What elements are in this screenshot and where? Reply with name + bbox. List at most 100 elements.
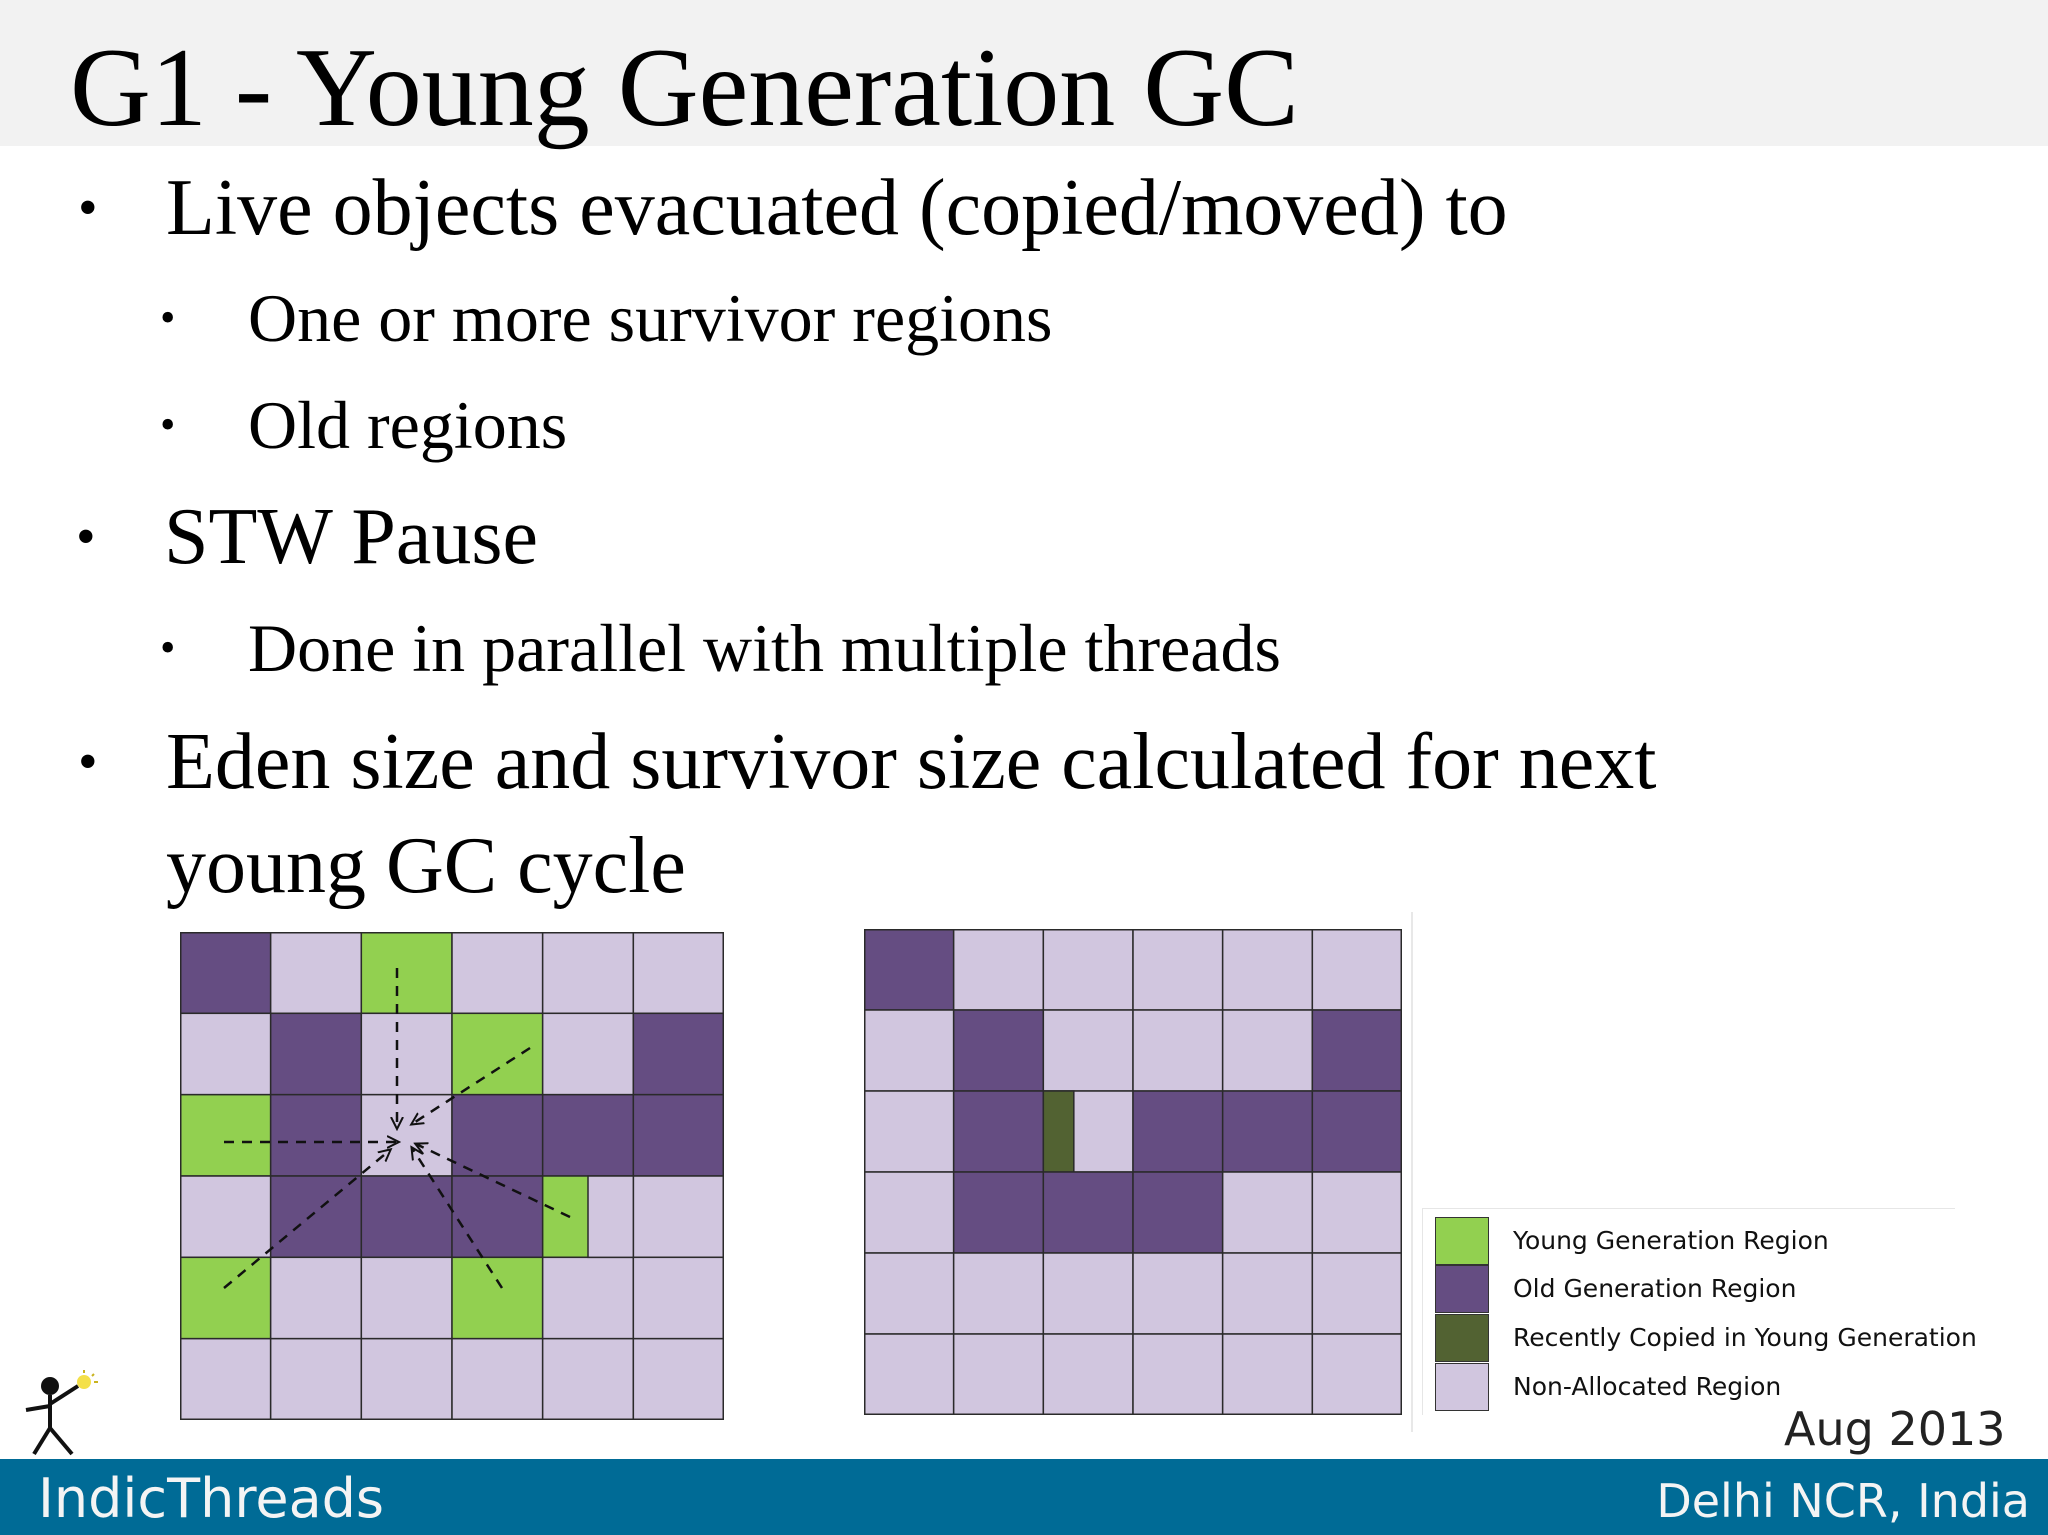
non-allocated-region <box>269 1256 363 1340</box>
old-region <box>1132 1171 1224 1254</box>
non-allocated-region <box>1042 1333 1134 1415</box>
non-allocated-region <box>952 1252 1045 1335</box>
non-allocated-region <box>864 1252 955 1335</box>
bullet-text: Old regions <box>248 387 568 463</box>
non-allocated-region <box>864 1090 955 1173</box>
slide-title: G1 - Young Generation GC <box>70 26 1299 150</box>
old-region <box>269 1012 363 1096</box>
old-region <box>952 1171 1045 1254</box>
legend-item-young: Young Generation Region <box>1435 1217 1955 1265</box>
non-allocated-region <box>541 1337 635 1420</box>
non-allocated-region <box>541 1256 635 1340</box>
old-region <box>1042 1171 1134 1254</box>
evacuation-arrows <box>223 968 571 1289</box>
non-allocated-region <box>269 1337 363 1420</box>
non-allocated-region <box>1221 929 1314 1011</box>
old-region <box>360 1175 453 1259</box>
legend: Young Generation Region Old Generation R… <box>1422 1208 1977 1415</box>
old-region <box>864 929 955 1011</box>
legend-label: Non-Allocated Region <box>1513 1372 1782 1401</box>
non-allocated-region <box>864 1009 955 1092</box>
bullet-text: Done in parallel with multiple threads <box>248 610 1281 686</box>
title-bar <box>0 0 2048 146</box>
stick-figure-logo <box>25 1370 98 1456</box>
grid-border <box>864 929 1402 1415</box>
old-region <box>451 1093 544 1177</box>
event-date: Aug 2013 <box>1784 1402 2006 1456</box>
bullet-marker: • <box>160 623 176 672</box>
footer-brand: IndicThreads <box>38 1467 385 1530</box>
bullet-live-objects: • Live objects evacuated (copied/moved) … <box>78 156 1508 260</box>
old-region <box>451 1175 544 1259</box>
old-region <box>541 1093 635 1177</box>
legend-label: Old Generation Region <box>1513 1274 1797 1303</box>
bullet-text: One or more survivor regions <box>248 280 1053 356</box>
non-allocated-region <box>1132 1009 1224 1092</box>
old-region <box>1221 1090 1314 1173</box>
young-region <box>180 1093 272 1177</box>
arrow-from-bottom <box>412 1148 504 1289</box>
old-region <box>632 1012 724 1096</box>
recently-copied-region <box>1042 1090 1075 1173</box>
non-allocated-region <box>864 1171 955 1254</box>
non-allocated-region <box>952 929 1045 1011</box>
legend-label: Young Generation Region <box>1513 1226 1829 1255</box>
non-allocated-region <box>360 1012 453 1096</box>
old-region <box>952 1009 1045 1092</box>
non-allocated-region <box>180 1337 272 1420</box>
non-allocated-region <box>360 1337 453 1420</box>
bullet-stw-pause: • STW Pause <box>76 485 539 589</box>
footer-location: Delhi NCR, India <box>1656 1474 2030 1528</box>
bullet-marker: • <box>78 731 98 793</box>
bullet-marker: • <box>76 506 96 568</box>
non-allocated-region <box>952 1333 1045 1415</box>
non-allocated-region <box>1221 1333 1314 1415</box>
old-region <box>269 1093 363 1177</box>
young-region <box>360 932 453 1015</box>
bullet-survivor-regions: • One or more survivor regions <box>160 273 1053 363</box>
non-allocated-region <box>1042 1009 1134 1092</box>
legend-swatch-old <box>1435 1265 1489 1313</box>
non-allocated-region <box>1132 1333 1224 1415</box>
non-allocated-region <box>1311 1252 1402 1335</box>
old-region <box>1311 1090 1402 1173</box>
non-allocated-region <box>632 932 724 1015</box>
old-region <box>1311 1009 1402 1092</box>
non-allocated-region <box>1132 929 1224 1011</box>
legend-item-non-allocated: Non-Allocated Region <box>1435 1363 1955 1411</box>
non-allocated-region <box>541 932 635 1015</box>
non-allocated-region <box>180 1012 272 1096</box>
non-allocated-region <box>451 932 544 1015</box>
non-allocated-region <box>632 1175 724 1259</box>
old-region <box>632 1093 724 1177</box>
bullet-parallel-threads: • Done in parallel with multiple threads <box>160 603 1281 693</box>
non-allocated-region <box>541 1012 635 1096</box>
non-allocated-region <box>1311 929 1402 1011</box>
non-allocated-region <box>632 1337 724 1420</box>
bullet-eden-size-continued: young GC cycle <box>166 814 686 918</box>
legend-item-recently-copied: Recently Copied in Young Generation <box>1435 1314 1977 1362</box>
young-region <box>451 1256 544 1340</box>
bullet-marker: • <box>78 177 98 239</box>
arrow-from-upper-right <box>412 1046 531 1124</box>
non-allocated-region <box>360 1256 453 1340</box>
young-region <box>180 1256 272 1340</box>
bullet-text: Live objects evacuated (copied/moved) to <box>166 164 1508 252</box>
bullet-text: STW Pause <box>164 493 539 581</box>
legend-swatch-young <box>1435 1217 1489 1265</box>
heap-grid-before-svg <box>180 932 724 1420</box>
young-region <box>451 1012 544 1096</box>
non-allocated-region <box>1221 1171 1314 1254</box>
non-allocated-region <box>180 1175 272 1259</box>
legend-label: Recently Copied in Young Generation <box>1513 1323 1977 1352</box>
non-allocated-region <box>1132 1252 1224 1335</box>
old-region <box>952 1090 1045 1173</box>
non-allocated-region <box>1221 1252 1314 1335</box>
old-region <box>269 1175 363 1259</box>
legend-swatch-recently-copied <box>1435 1314 1489 1362</box>
legend-swatch-non-allocated <box>1435 1363 1489 1411</box>
divider <box>1411 912 1413 1432</box>
bullet-marker: • <box>160 293 176 342</box>
non-allocated-region <box>632 1256 724 1340</box>
non-allocated-region <box>1042 1252 1134 1335</box>
